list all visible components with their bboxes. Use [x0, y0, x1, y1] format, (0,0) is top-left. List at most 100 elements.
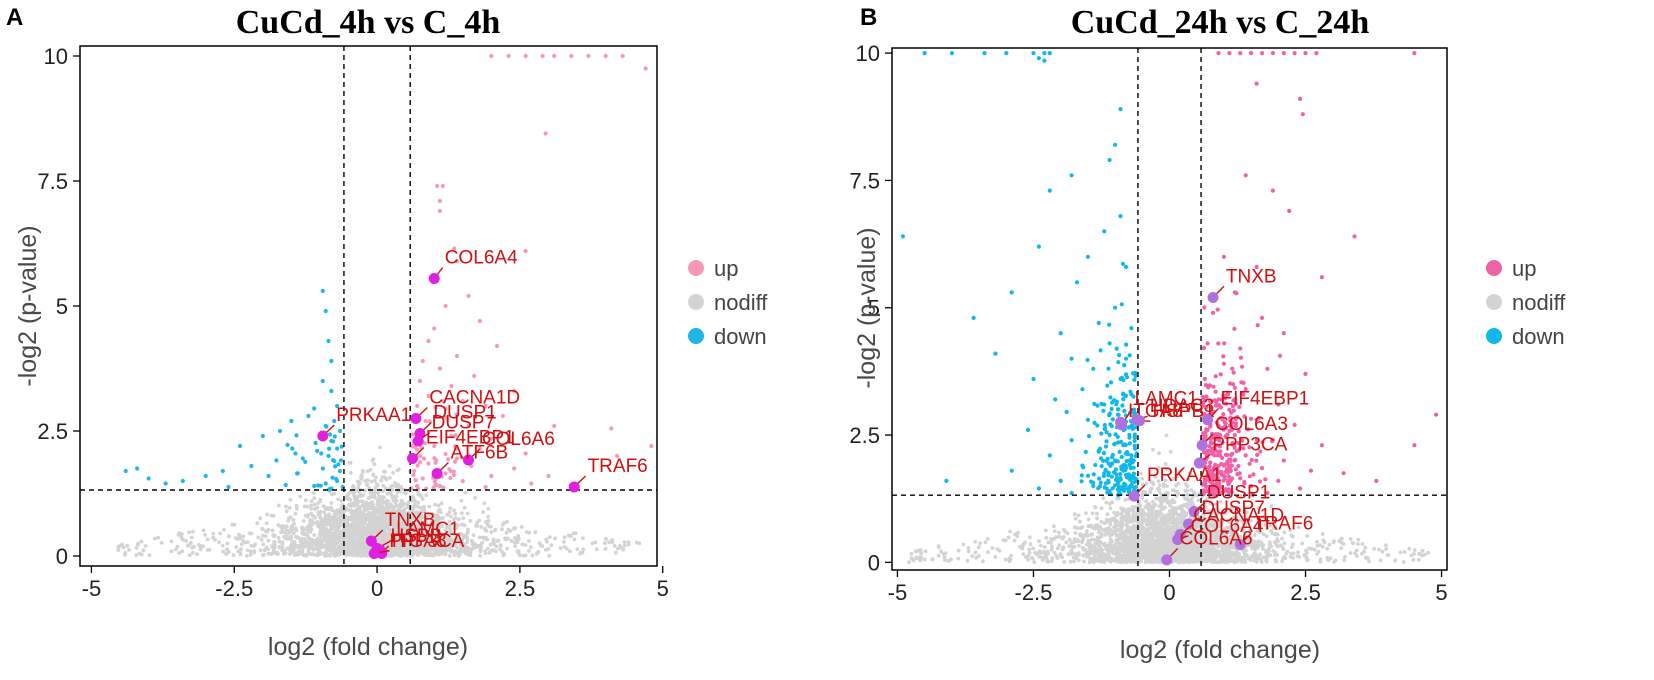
- nodiff-point: [159, 541, 164, 545]
- nodiff-point: [521, 553, 526, 558]
- nodiff-point: [353, 524, 357, 529]
- nodiff-point: [318, 499, 323, 504]
- nodiff-point: [304, 554, 309, 558]
- nodiff-point: [339, 510, 344, 515]
- down-point: [312, 406, 317, 411]
- nodiff-point: [134, 553, 139, 557]
- nodiff-point: [481, 535, 485, 540]
- nodiff-point: [444, 537, 448, 541]
- nodiff-point: [471, 545, 476, 550]
- highlighted-gene-point: [428, 273, 440, 284]
- nodiff-point: [376, 515, 381, 520]
- nodiff-point: [369, 524, 374, 529]
- nodiff-point: [266, 538, 271, 543]
- nodiff-point: [315, 524, 320, 528]
- nodiff-point: [468, 553, 473, 558]
- up-point: [609, 426, 614, 431]
- nodiff-point: [299, 526, 304, 531]
- nodiff-point: [387, 464, 392, 468]
- nodiff-point: [429, 552, 434, 557]
- nodiff-point: [153, 536, 157, 541]
- up-point: [432, 456, 437, 461]
- nodiff-point: [357, 505, 362, 509]
- nodiff-point: [367, 496, 371, 501]
- nodiff-point: [360, 532, 364, 537]
- up-point: [447, 467, 452, 472]
- nodiff-point: [495, 539, 500, 543]
- nodiff-point: [536, 550, 541, 554]
- nodiff-point: [125, 543, 130, 548]
- nodiff-point: [355, 508, 360, 512]
- nodiff-point: [328, 554, 332, 558]
- nodiff-point: [266, 527, 271, 532]
- down-point: [326, 338, 331, 344]
- nodiff-point: [347, 502, 352, 507]
- nodiff-point: [612, 544, 617, 548]
- chart-title: CuCd_24h vs C_24h: [1071, 4, 1370, 41]
- nodiff-point: [309, 537, 314, 542]
- up-point: [523, 248, 528, 254]
- nodiff-point: [519, 525, 524, 529]
- nodiff-point: [291, 527, 296, 532]
- nodiff-point: [575, 547, 580, 551]
- nodiff-point: [427, 504, 432, 509]
- nodiff-point: [315, 553, 320, 558]
- nodiff-point: [433, 502, 437, 507]
- nodiff-point: [564, 546, 569, 551]
- nodiff-point: [284, 504, 288, 509]
- nodiff-point: [295, 545, 300, 550]
- nodiff-point: [375, 482, 379, 487]
- down-point: [327, 487, 332, 492]
- down-point: [331, 439, 336, 444]
- down-point: [316, 483, 321, 488]
- nodiff-point: [489, 530, 494, 534]
- nodiff-point: [312, 533, 317, 537]
- nodiff-point: [505, 546, 510, 551]
- nodiff-point: [468, 519, 473, 523]
- nodiff-point: [327, 514, 332, 519]
- nodiff-point: [1085, 529, 1089, 533]
- nodiff-point: [1261, 547, 1265, 551]
- up-point: [426, 338, 431, 344]
- nodiff-point: [258, 516, 263, 521]
- nodiff-point: [374, 475, 378, 480]
- nodiff-point: [277, 503, 281, 508]
- up-point: [543, 131, 548, 136]
- nodiff-point: [359, 494, 363, 499]
- nodiff-point: [310, 544, 314, 549]
- nodiff-point: [365, 531, 370, 535]
- nodiff-point: [231, 553, 236, 557]
- nodiff-point: [353, 513, 357, 517]
- nodiff-point: [187, 530, 191, 535]
- down-point: [226, 484, 231, 490]
- nodiff-point: [323, 529, 328, 534]
- nodiff-point: [327, 544, 331, 548]
- nodiff-point: [1164, 525, 1169, 530]
- nodiff-point: [394, 494, 399, 499]
- nodiff-point: [1058, 552, 1063, 556]
- up-point: [423, 418, 428, 424]
- nodiff-point: [1114, 522, 1118, 527]
- nodiff-point: [402, 487, 406, 492]
- panel-letter: B: [860, 4, 877, 31]
- nodiff-point: [248, 549, 253, 554]
- nodiff-point: [357, 540, 362, 545]
- down-point: [300, 456, 305, 461]
- nodiff-point: [491, 537, 496, 542]
- nodiff-point: [127, 548, 131, 552]
- nodiff-point: [415, 504, 420, 508]
- up-point: [506, 53, 511, 59]
- nodiff-point: [547, 553, 552, 558]
- nodiff-point: [518, 553, 522, 558]
- nodiff-point: [339, 544, 344, 549]
- nodiff-point: [339, 499, 344, 503]
- highlighted-gene: PRKAA1: [317, 405, 411, 442]
- nodiff-point: [184, 539, 189, 543]
- nodiff-point: [373, 516, 378, 521]
- nodiff-point: [177, 531, 182, 536]
- down-point: [277, 428, 283, 434]
- nodiff-point: [610, 538, 614, 543]
- nodiff-point: [311, 552, 315, 556]
- up-point: [415, 463, 420, 468]
- down-point: [203, 473, 208, 479]
